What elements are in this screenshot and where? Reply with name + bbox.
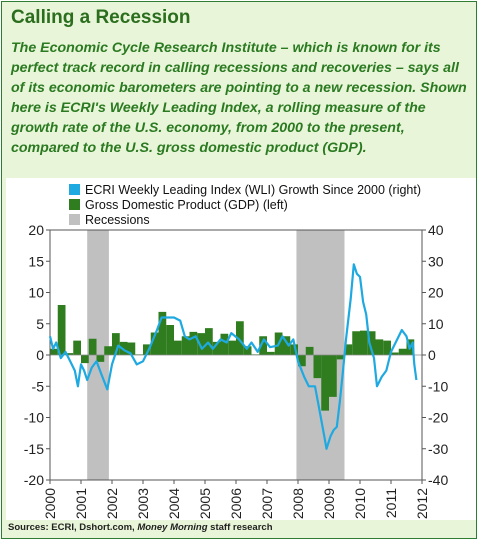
gdp-bar — [143, 344, 151, 355]
gdp-bar — [127, 342, 136, 355]
gdp-bar — [205, 328, 213, 355]
left-axis-ticks: 20 15 10 5 0 -5 -10 -15 -20 — [24, 222, 50, 488]
x-tick-label: 2007 — [259, 488, 275, 519]
gdp-bar — [50, 348, 58, 355]
gdp-bar — [57, 305, 66, 355]
gdp-bar — [112, 333, 120, 355]
right-tick-label: 10 — [428, 316, 444, 332]
gdp-bar — [298, 355, 306, 367]
x-tick-label: 2009 — [321, 488, 337, 519]
gdp-bar — [344, 344, 353, 355]
source-prefix: Sources: ECRI, Dshort.com, — [8, 522, 138, 533]
source-note: Sources: ECRI, Dshort.com, Money Morning… — [8, 522, 273, 533]
x-tick-label: 2002 — [104, 488, 120, 519]
right-tick-label: -20 — [428, 410, 448, 426]
source-publication: Money Morning — [137, 522, 208, 533]
wli-line-group — [48, 263, 418, 450]
left-tick-label: 10 — [28, 285, 44, 301]
legend-swatch — [69, 199, 80, 210]
gdp-bar — [181, 336, 190, 355]
chart-description: The Economic Cycle Research Institute – … — [11, 40, 467, 156]
x-tick-label: 2008 — [290, 488, 306, 519]
legend-swatch — [69, 184, 80, 195]
gdp-bar — [321, 355, 329, 411]
x-tick-label: 2011 — [383, 488, 399, 518]
gdp-bar — [228, 340, 236, 355]
source-suffix: staff research — [207, 522, 273, 533]
gdp-bar — [212, 341, 221, 355]
gdp-bar — [398, 348, 407, 355]
gdp-bar — [375, 339, 384, 355]
gdp-bar — [104, 346, 112, 355]
left-tick-label: -5 — [32, 378, 45, 394]
x-axis-ticks: 2000 2001 2002 2003 2004 2005 2006 2007 2008 2009… — [42, 480, 430, 519]
right-tick-label: 0 — [428, 347, 436, 363]
x-tick-label: 2010 — [352, 488, 368, 519]
x-tick-label: 2004 — [166, 488, 182, 519]
gdp-bar — [197, 333, 205, 355]
legend-label: Gross Domestic Product (GDP) (left) — [85, 198, 288, 212]
gdp-bar — [383, 340, 391, 355]
right-tick-label: 30 — [428, 253, 444, 269]
x-tick-label: 2001 — [73, 488, 89, 519]
x-tick-label: 2003 — [135, 488, 151, 519]
left-tick-label: 0 — [36, 347, 44, 363]
gdp-bar — [158, 311, 167, 355]
gdp-bars — [50, 305, 415, 411]
left-tick-label: -20 — [24, 472, 44, 488]
gdp-bar — [367, 331, 376, 355]
x-tick-label: 2012 — [414, 488, 430, 519]
x-tick-label: 2005 — [197, 488, 213, 519]
x-tick-label: 2000 — [42, 488, 58, 519]
right-tick-label: -30 — [428, 441, 448, 457]
gdp-bar — [88, 338, 97, 355]
gdp-bar — [96, 355, 105, 362]
gdp-bar — [267, 351, 275, 355]
left-tick-label: -10 — [24, 410, 44, 426]
left-tick-label: -15 — [24, 441, 44, 457]
gdp-bar — [73, 340, 81, 355]
left-tick-label: 5 — [36, 316, 44, 332]
right-tick-label: 20 — [428, 285, 444, 301]
gdp-bar — [290, 344, 298, 355]
gdp-bar — [329, 355, 337, 397]
gdp-bar — [189, 331, 198, 355]
gdp-bar — [174, 340, 182, 355]
gdp-bar — [220, 333, 229, 355]
plot-panel: 20 15 10 5 0 -5 -10 -15 -20 40 30 20 10 0 -10 -20 -30 -4… — [6, 178, 476, 520]
gdp-bar — [65, 353, 74, 355]
gdp-bar — [360, 330, 368, 355]
legend-swatch — [69, 214, 80, 225]
chart-headline: Calling a Recession — [11, 7, 191, 28]
x-tick-label: 2006 — [228, 488, 244, 519]
gdp-bar — [336, 355, 345, 360]
right-tick-label: -10 — [428, 378, 448, 394]
right-axis-ticks: 40 30 20 10 0 -10 -20 -30 -40 — [422, 222, 448, 488]
legend-label: Recessions — [85, 213, 150, 227]
gdp-bar — [313, 355, 322, 379]
right-tick-label: -40 — [428, 472, 448, 488]
gdp-bar — [305, 346, 314, 355]
gdp-bar — [150, 332, 159, 355]
left-tick-label: 20 — [28, 222, 44, 238]
gdp-bar — [236, 321, 244, 355]
gdp-bar — [243, 346, 252, 355]
gdp-bar — [81, 355, 89, 364]
gdp-bar — [166, 325, 174, 355]
wli-line — [48, 263, 418, 450]
gdp-bar — [391, 352, 399, 355]
gdp-bar — [259, 336, 267, 355]
legend-label: ECRI Weekly Leading Index (WLI) Growth S… — [85, 183, 421, 197]
right-tick-label: 40 — [428, 222, 444, 238]
gdp-bar — [352, 331, 360, 355]
legend: ECRI Weekly Leading Index (WLI) Growth S… — [69, 183, 421, 227]
gdp-bar — [282, 336, 291, 355]
left-tick-label: 15 — [28, 253, 44, 269]
